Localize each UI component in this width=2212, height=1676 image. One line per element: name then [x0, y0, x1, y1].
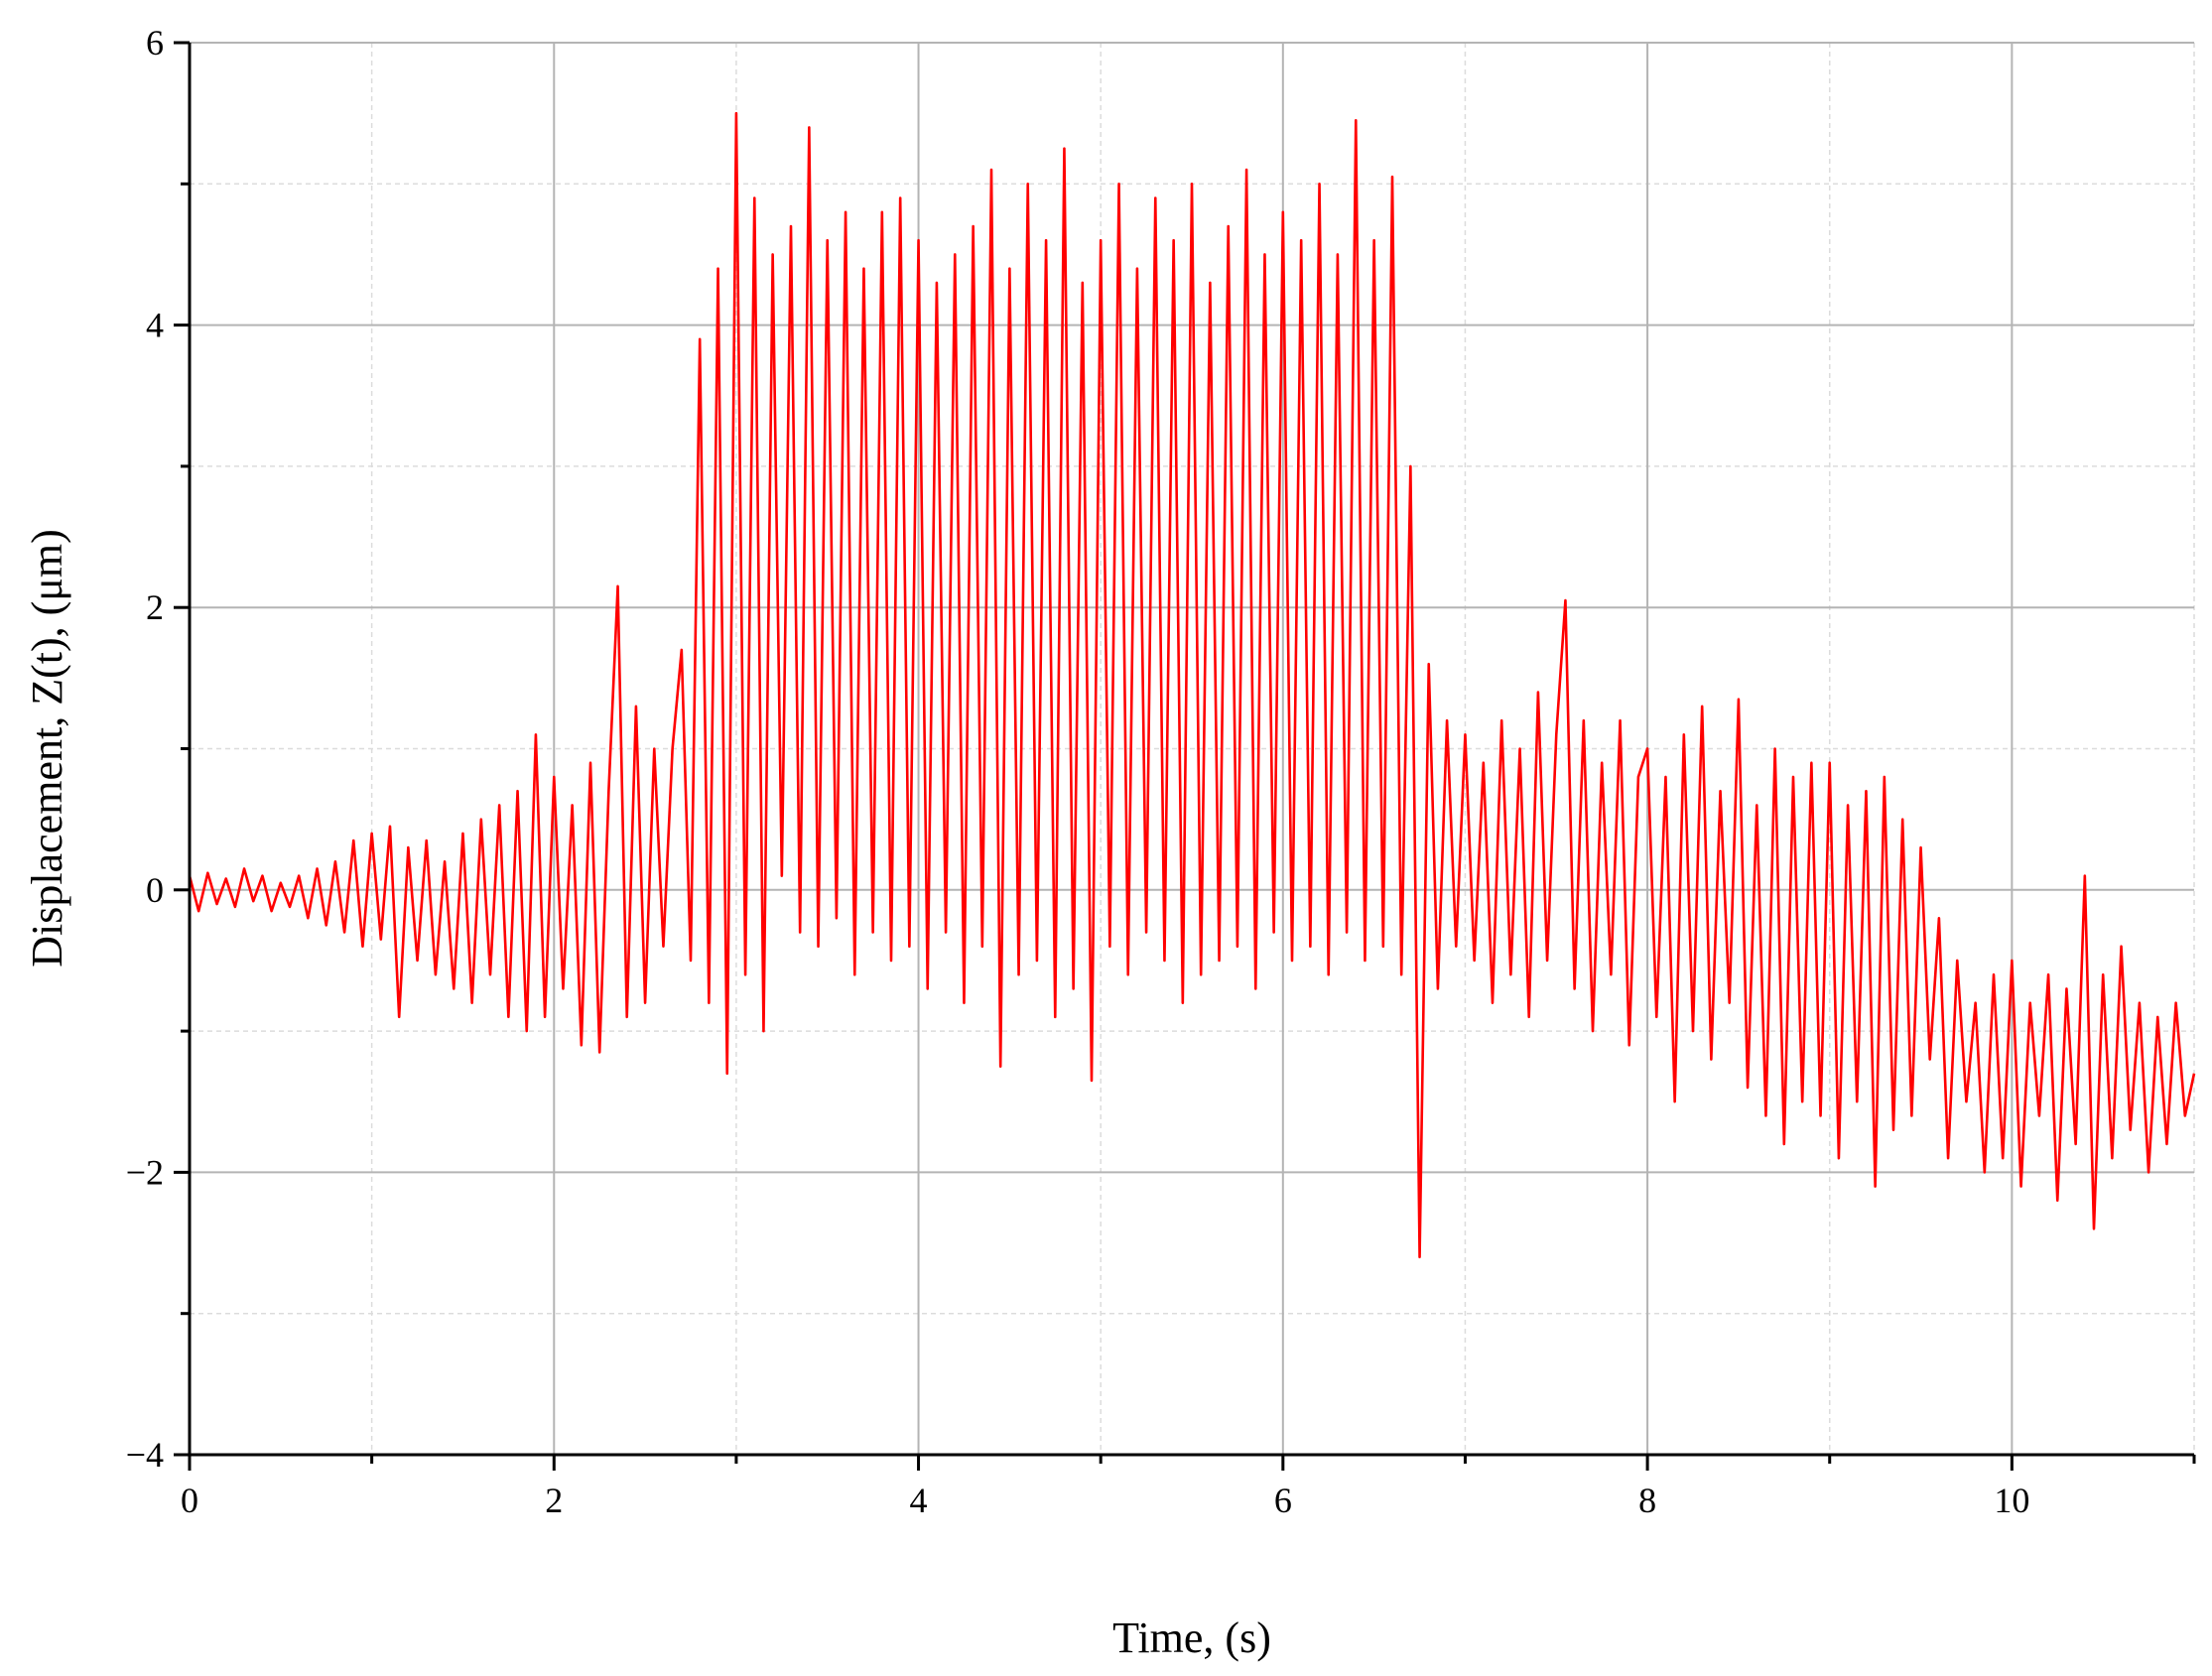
y-axis-label: Displacement, Z(t), (μm) — [23, 529, 71, 967]
y-tick-label: −4 — [126, 1435, 164, 1475]
y-tick-label: 2 — [146, 587, 164, 627]
x-tick-label: 8 — [1638, 1481, 1656, 1520]
y-tick-label: 6 — [146, 23, 164, 63]
data-line — [188, 111, 2196, 1259]
x-axis-label: Time, (s) — [1112, 1613, 1271, 1662]
y-tick-label: −2 — [126, 1152, 164, 1192]
x-tick-label: 2 — [545, 1481, 563, 1520]
x-tick-label: 10 — [1994, 1481, 2029, 1520]
y-tick-label: 4 — [146, 306, 164, 345]
x-tick-label: 0 — [181, 1481, 198, 1520]
y-tick-label: 0 — [146, 870, 164, 910]
x-tick-label: 4 — [910, 1481, 928, 1520]
x-tick-label: 6 — [1274, 1481, 1292, 1520]
